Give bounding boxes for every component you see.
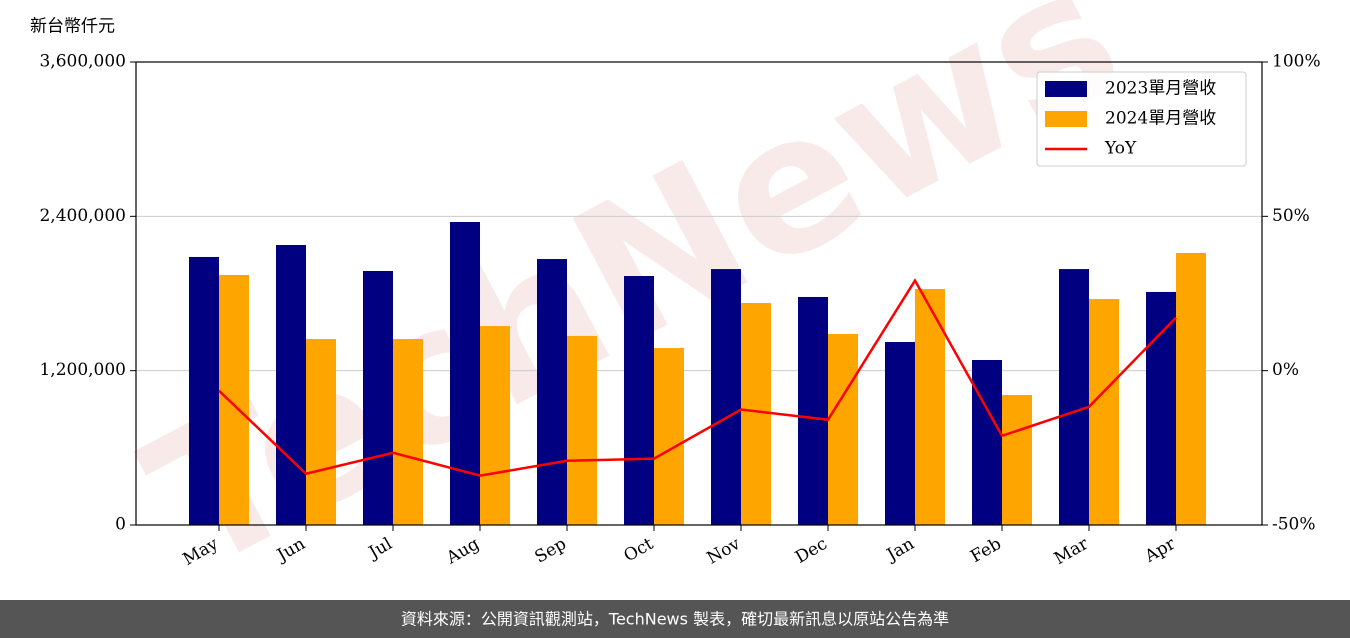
x-tick-label: Jul (364, 534, 396, 564)
y2-tick-label: 50% (1272, 206, 1310, 226)
bar (219, 274, 249, 525)
legend-swatch (1045, 81, 1087, 97)
footer: 資料來源：公開資訊觀測站，TechNews 製表，確切最新訊息以原站公告為準 (401, 610, 949, 629)
x-tick-label: Dec (792, 534, 831, 568)
bar (567, 335, 597, 525)
x-tick-label: Mar (1051, 533, 1093, 569)
bar (393, 339, 423, 525)
y-tick-label: 2,400,000 (39, 206, 126, 226)
bar (885, 341, 915, 525)
y2-tick-label: 0% (1272, 360, 1299, 380)
legend-box (1036, 71, 1247, 167)
legend-label: YoY (1104, 139, 1137, 159)
x-tick-label: Nov (704, 534, 744, 569)
y-tick-label: 0 (115, 515, 126, 535)
bar (972, 359, 1002, 525)
bar (1146, 291, 1176, 525)
legend-label: 2023單月營收 (1105, 79, 1216, 99)
y2-tick-label: 100% (1272, 52, 1321, 72)
y-tick-label: 1,200,000 (39, 360, 126, 380)
bar (450, 221, 480, 525)
bar (480, 326, 510, 525)
x-tick-label: Jan (882, 534, 918, 566)
bar (798, 296, 828, 525)
plot-frame (135, 61, 1263, 526)
bar (654, 348, 684, 525)
y2-tick-label: -50% (1272, 515, 1316, 535)
x-tick-label: Sep (532, 534, 570, 568)
bar (741, 303, 771, 525)
legend-label: 2024單月營收 (1105, 109, 1216, 129)
bar (1176, 252, 1206, 526)
x-tick-label: Feb (967, 534, 1005, 567)
footer-bar (0, 600, 1350, 638)
x-tick-label: Aug (442, 534, 483, 569)
bar (537, 259, 567, 525)
x-tick-label: Apr (1141, 533, 1180, 567)
bar (1002, 394, 1032, 525)
bar (189, 256, 219, 525)
bar (624, 276, 654, 525)
y-axis-label: 新台幣仟元 (30, 17, 115, 37)
line (218, 278, 1177, 477)
bar (915, 288, 945, 525)
bar (306, 339, 336, 525)
bar (1059, 269, 1089, 525)
bar (363, 270, 393, 525)
x-tick-label: Oct (621, 534, 657, 567)
y-tick-label: 3,600,000 (39, 52, 126, 72)
bar (828, 334, 858, 525)
bar (276, 245, 306, 525)
bar (711, 269, 741, 525)
legend-swatch (1045, 111, 1087, 127)
bar (1089, 299, 1119, 525)
